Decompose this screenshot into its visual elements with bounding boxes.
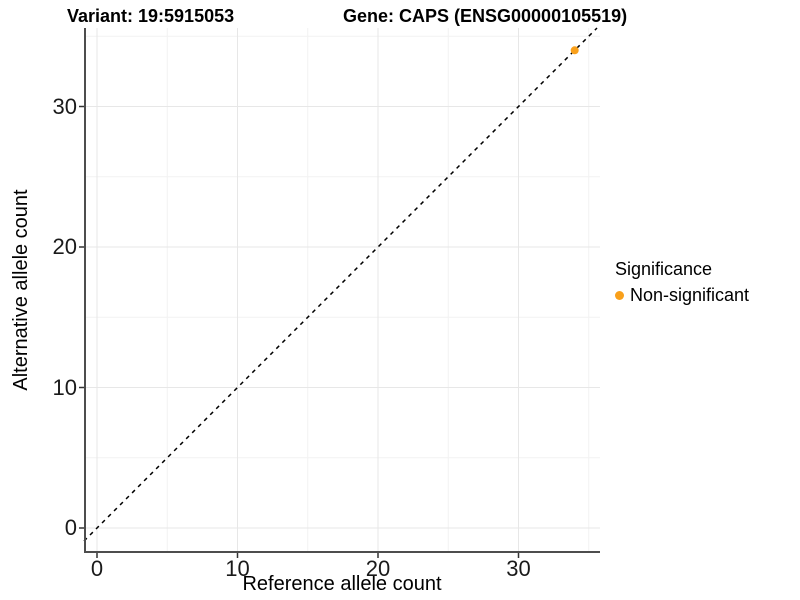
legend-item-label: Non-significant	[630, 285, 750, 305]
y-tick-label-30: 30	[52, 93, 77, 119]
x-tick-label-10: 10	[225, 556, 250, 581]
x-tick-label-0: 0	[90, 556, 104, 581]
variant-title: Variant: 19:5915053	[67, 6, 235, 26]
plot-area	[79, 27, 600, 558]
y-tick-label-10: 10	[52, 374, 77, 400]
gene-title: Gene: CAPS (ENSG00000105519)	[343, 6, 628, 26]
y-tick-label-20: 20	[52, 234, 77, 259]
legend-title: Significance	[615, 259, 713, 279]
y-tick-label-0: 0	[64, 515, 77, 540]
y-axis-title: Alternative allele count	[10, 189, 32, 391]
legend-point-swatch	[615, 290, 624, 300]
x-tick-label-20: 20	[365, 556, 391, 581]
legend-item-non-significant: Non-significant	[615, 284, 749, 306]
x-tick-label-30: 30	[506, 556, 531, 581]
diagonal-reference-line	[83, 27, 598, 542]
legend: Significance Non-significant	[615, 258, 749, 306]
data-point-0	[570, 46, 579, 55]
x-axis-title: Reference allele count	[242, 573, 442, 595]
